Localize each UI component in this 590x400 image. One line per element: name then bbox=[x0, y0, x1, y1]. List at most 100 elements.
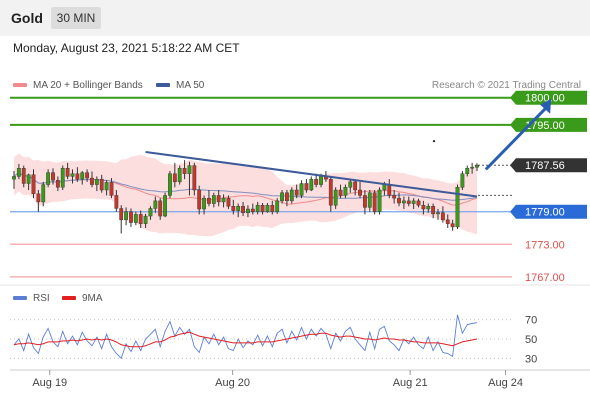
candle-body bbox=[421, 204, 426, 210]
candle-body bbox=[309, 178, 314, 191]
timeframe-button[interactable]: 30 MIN bbox=[51, 7, 101, 29]
candle-body bbox=[382, 184, 387, 191]
legend-rsi-ma-label: 9MA bbox=[82, 293, 103, 304]
candle-body bbox=[129, 211, 133, 223]
candle-body bbox=[367, 192, 372, 208]
candle-body bbox=[231, 206, 236, 211]
resistance-level-tag bbox=[510, 117, 587, 132]
time-tick-label: Aug 19 bbox=[32, 377, 67, 389]
candle-body bbox=[348, 181, 353, 188]
candle-body bbox=[363, 195, 367, 208]
candle-body bbox=[202, 197, 206, 210]
candle-body bbox=[85, 172, 90, 179]
candle-body bbox=[104, 182, 109, 191]
symbol-name: Gold bbox=[11, 10, 43, 26]
legend-ma50: MA 50 bbox=[156, 80, 204, 91]
candle-body bbox=[465, 168, 470, 174]
candle-body bbox=[138, 214, 143, 224]
legend-rsi-ma: 9MA bbox=[62, 293, 103, 304]
rsi-9ma-line bbox=[13, 331, 478, 348]
candle-body bbox=[270, 204, 275, 212]
candle-body bbox=[411, 200, 416, 204]
candle-body bbox=[114, 195, 119, 209]
candle-body bbox=[416, 200, 421, 206]
candle-body bbox=[431, 206, 436, 215]
candle-body bbox=[65, 168, 70, 177]
chart-datetime: Monday, August 23, 2021 5:18:22 AM CET bbox=[13, 41, 240, 55]
candle-body bbox=[119, 208, 124, 221]
candle-body bbox=[246, 208, 250, 213]
candle-body bbox=[221, 197, 226, 203]
candle-body bbox=[275, 200, 280, 212]
candle-body bbox=[343, 187, 348, 196]
bollinger-swatch bbox=[13, 83, 27, 88]
candle-body bbox=[36, 193, 41, 203]
candle-body bbox=[46, 172, 51, 185]
rsi-line bbox=[13, 314, 478, 360]
legend-ma50-label: MA 50 bbox=[176, 80, 205, 91]
candle-body bbox=[475, 165, 479, 168]
resistance-trendline bbox=[145, 151, 478, 198]
candle-body bbox=[148, 208, 153, 217]
candle-body bbox=[21, 168, 26, 184]
forecast-arrow-shaft bbox=[484, 106, 548, 171]
time-tick-label: Aug 20 bbox=[215, 377, 250, 389]
candle-body bbox=[319, 176, 323, 185]
legend-rsi-label: RSI bbox=[33, 293, 50, 304]
candle-body bbox=[226, 197, 231, 207]
candle-body bbox=[16, 168, 21, 177]
rsi-swatch bbox=[13, 296, 27, 301]
ma50-swatch bbox=[156, 83, 170, 88]
candle-body bbox=[12, 176, 16, 180]
candle-body bbox=[401, 200, 406, 204]
time-tick-label: Aug 21 bbox=[393, 377, 428, 389]
candle-body bbox=[60, 168, 65, 188]
candle-body bbox=[377, 189, 382, 212]
rsi-tick-label: 70 bbox=[525, 315, 537, 327]
candle-body bbox=[75, 173, 80, 180]
candle-body bbox=[358, 189, 362, 196]
resistance-level-label: 1800.00 bbox=[525, 93, 565, 105]
time-tick-label: Aug 24 bbox=[488, 377, 523, 389]
chart-header-bar: Gold 30 MIN bbox=[0, 0, 590, 36]
candle-body bbox=[55, 180, 60, 188]
resistance-level-label: 1795.00 bbox=[525, 120, 565, 132]
candle-body bbox=[440, 212, 445, 221]
rsi-tick-label: 30 bbox=[525, 353, 537, 365]
candle-body bbox=[406, 200, 411, 204]
candle-body bbox=[241, 206, 245, 214]
candle-body bbox=[168, 173, 172, 196]
candle-body bbox=[236, 206, 241, 211]
candle-body bbox=[250, 208, 255, 212]
candle-body bbox=[470, 166, 475, 169]
rsi-tick-label: 50 bbox=[525, 334, 537, 346]
candle-body bbox=[294, 189, 299, 196]
candle-body bbox=[163, 195, 167, 217]
candle-body bbox=[299, 183, 304, 196]
candle-body bbox=[51, 172, 55, 181]
candle-body bbox=[216, 195, 221, 203]
candle-body bbox=[372, 192, 377, 212]
candle-body bbox=[455, 187, 460, 228]
candle-body bbox=[109, 182, 114, 196]
candle-body bbox=[338, 189, 343, 196]
candle-body bbox=[397, 197, 401, 204]
forecast-arrow-head bbox=[540, 98, 552, 114]
current-level-label: 1787.56 bbox=[525, 160, 565, 172]
candle-body bbox=[445, 219, 450, 224]
candle-body bbox=[285, 192, 289, 202]
candle-body bbox=[192, 165, 197, 191]
candle-body bbox=[153, 200, 158, 209]
current-level-tag bbox=[510, 158, 587, 173]
pivot-level-tag bbox=[510, 204, 587, 219]
annotation-dot bbox=[432, 139, 436, 143]
candle-body bbox=[265, 204, 270, 212]
candle-body bbox=[211, 195, 216, 204]
support-level-label: 1767.00 bbox=[525, 272, 565, 284]
candle-body bbox=[90, 177, 94, 185]
candle-body bbox=[124, 211, 128, 221]
candle-body bbox=[392, 195, 397, 199]
research-credit: Research © 2021 Trading Central bbox=[431, 80, 581, 91]
candle-body bbox=[187, 165, 192, 174]
